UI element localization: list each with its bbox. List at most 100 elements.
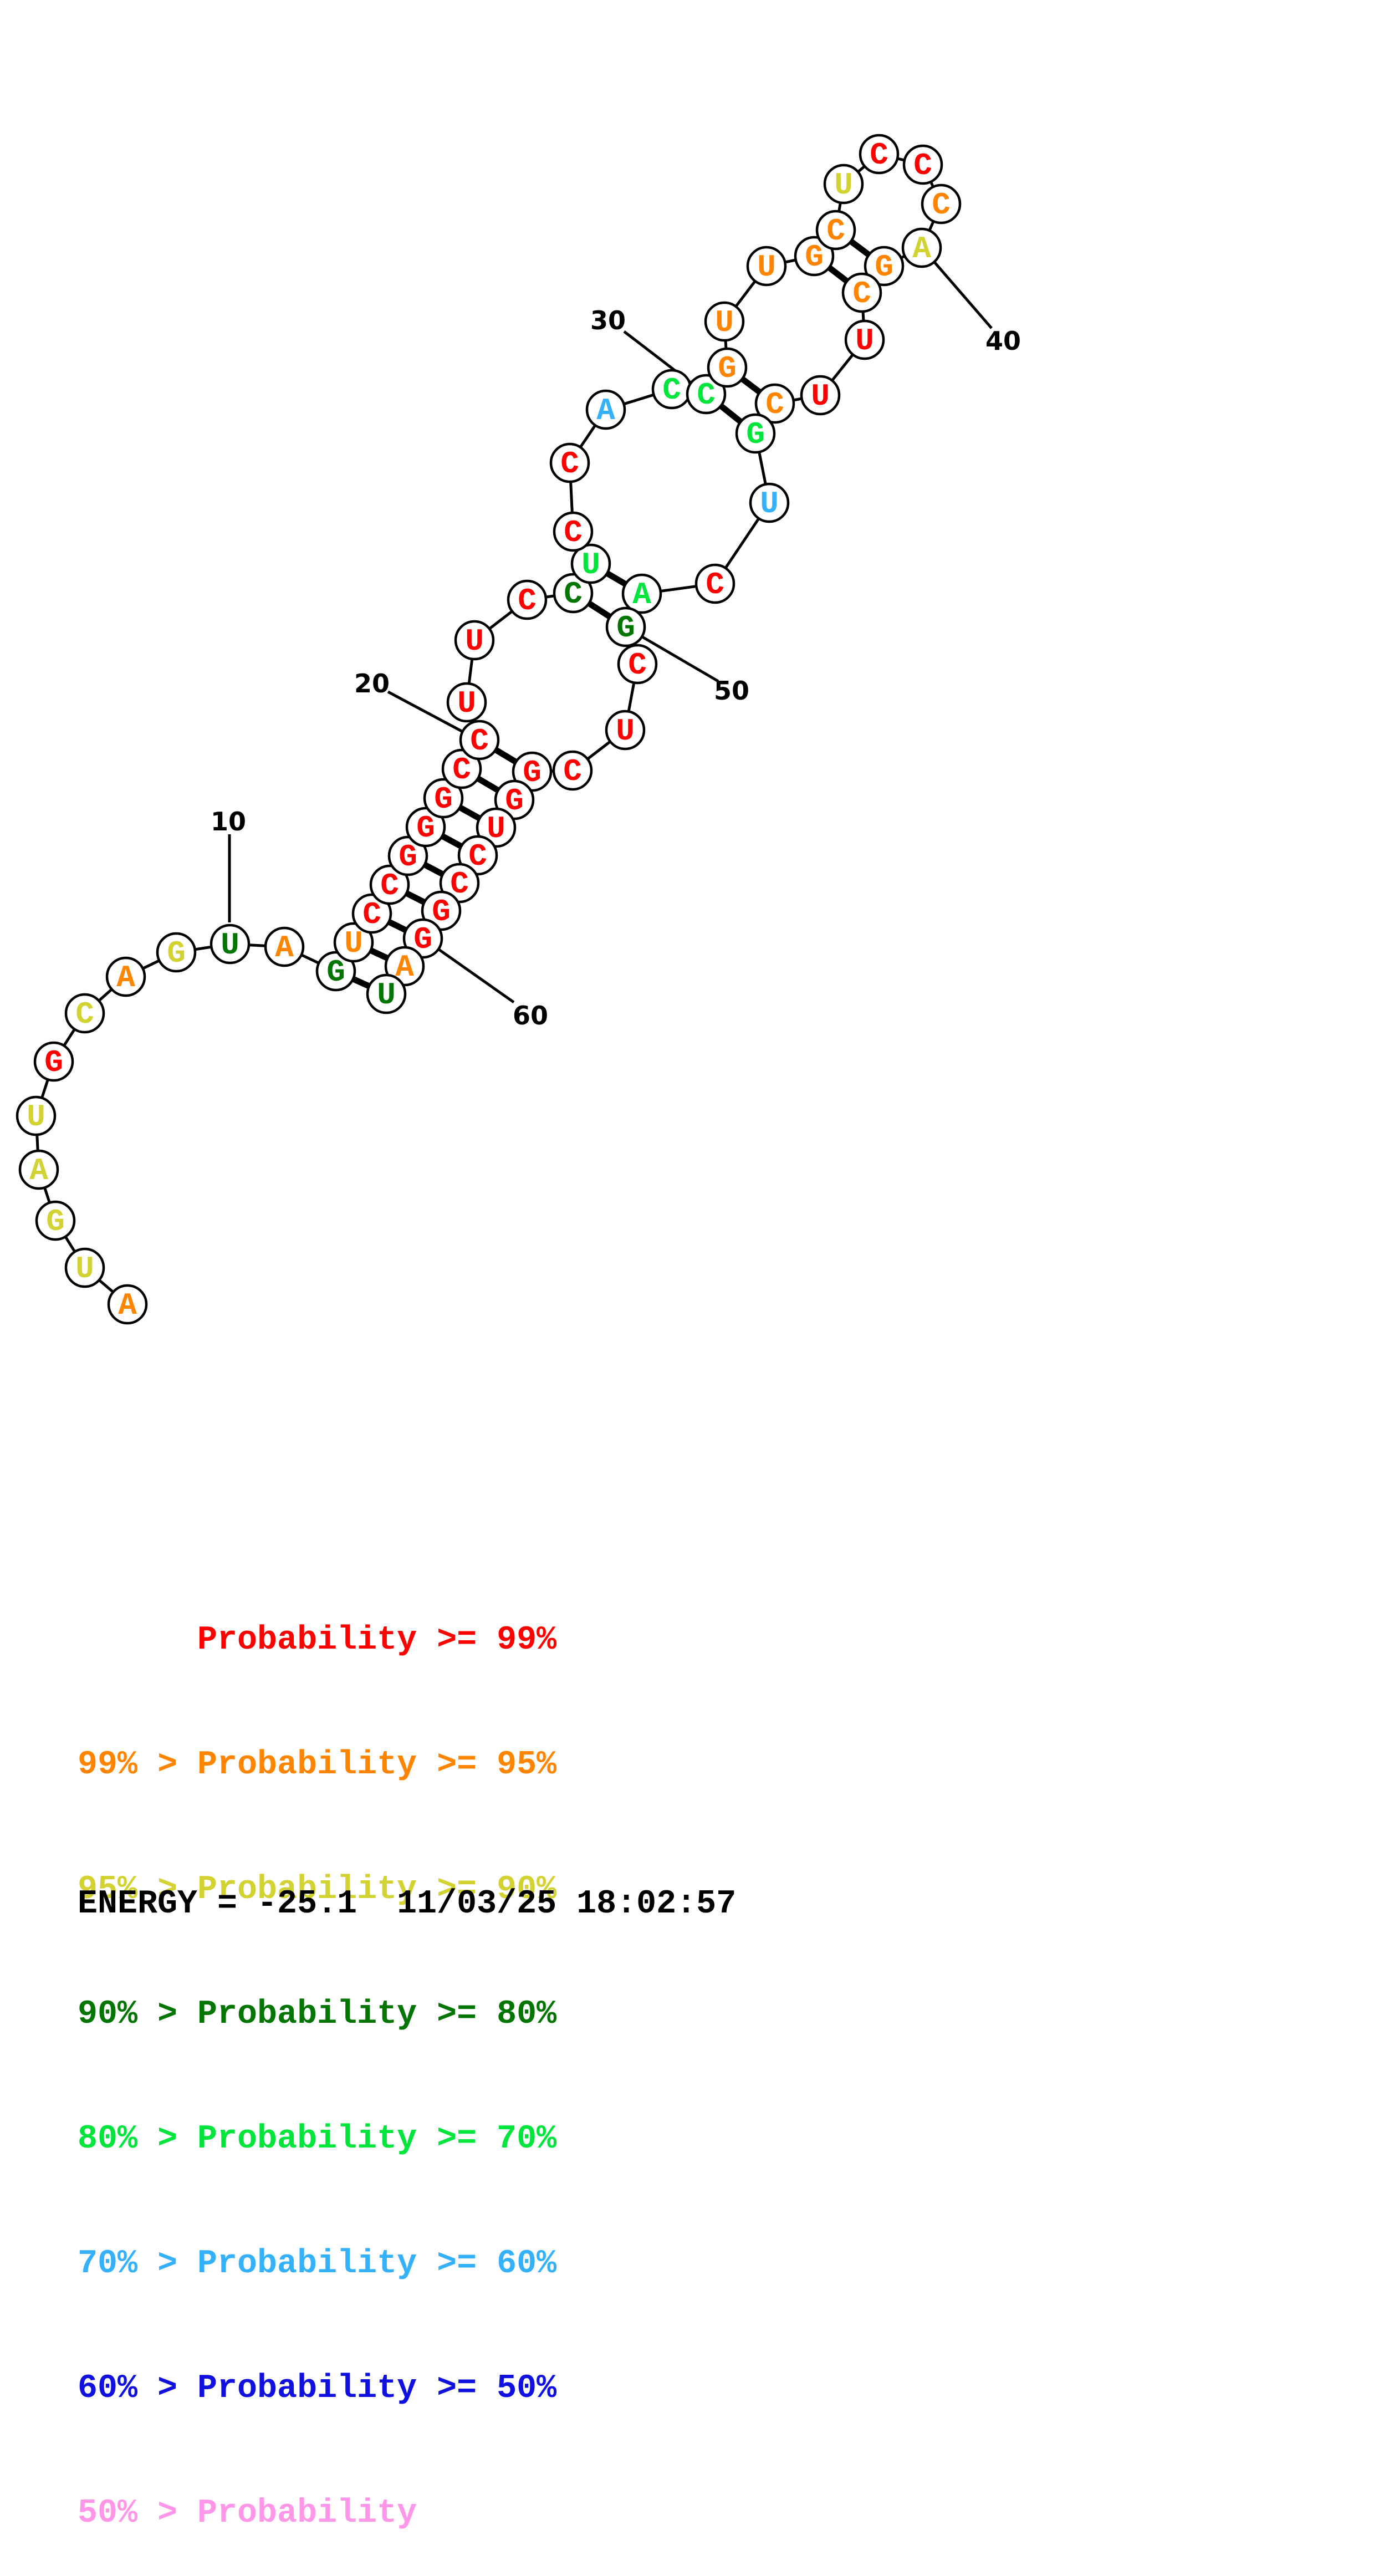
nucleotide-base-50-G: G <box>616 610 635 646</box>
nucleotide-circle-56 <box>476 807 517 848</box>
nucleotide-circle-30 <box>686 374 727 415</box>
nucleotide-base-18-G: G <box>434 782 453 817</box>
energy-timestamp-line: ENERGY = -25.1 11/03/25 18:02:57 <box>78 1885 737 1923</box>
nucleotide-base-2-U: U <box>75 1251 94 1287</box>
nucleotide-base-41-G: G <box>875 249 893 285</box>
legend-row-p99: Probability >= 99% <box>78 1621 557 1659</box>
nucleotide-base-37-C: C <box>870 137 888 173</box>
nucleotide-circle-45 <box>754 383 795 424</box>
nucleotide-base-46-G: G <box>746 417 765 452</box>
nucleotide-base-8-A: A <box>116 960 135 996</box>
nucleotide-circle-9 <box>156 932 197 973</box>
nucleotide-base-13-U: U <box>344 926 363 961</box>
nucleotide-base-28-A: A <box>596 393 615 429</box>
nucleotide-base-45-C: C <box>765 387 784 422</box>
legend-row-below50: 50% > Probability <box>78 2495 417 2532</box>
nucleotide-base-7-C: C <box>75 997 94 1032</box>
nucleotide-circle-24 <box>553 573 594 614</box>
nucleotide-circle-57 <box>457 835 498 876</box>
nucleotide-base-53-C: C <box>563 754 582 789</box>
nucleotide-circle-47 <box>749 482 790 523</box>
nucleotide-base-35-C: C <box>826 213 845 249</box>
number-label-40: 40 <box>985 326 1021 356</box>
nucleotide-base-19-C: C <box>452 752 471 788</box>
label-pointer-40 <box>933 261 993 329</box>
legend-row-p60: 70% > Probability >= 60% <box>78 2245 557 2283</box>
nucleotide-circle-35 <box>815 210 856 251</box>
nucleotide-circle-41 <box>864 246 905 287</box>
nucleotide-circle-33 <box>746 246 787 287</box>
nucleotide-circle-20 <box>459 720 500 761</box>
nucleotide-circle-26 <box>553 511 594 552</box>
nucleotide-circle-34 <box>794 236 835 277</box>
number-label-60: 60 <box>513 1001 548 1031</box>
nucleotide-circle-21 <box>446 682 487 723</box>
nucleotide-base-14-C: C <box>362 897 381 932</box>
nucleotide-circle-23 <box>507 579 548 620</box>
nucleotide-base-25-U: U <box>581 547 600 583</box>
nucleotide-circle-32 <box>704 301 745 342</box>
nucleotide-base-36-U: U <box>834 167 853 203</box>
nucleotide-base-3-G: G <box>46 1204 65 1239</box>
nucleotide-circle-6 <box>33 1041 74 1082</box>
number-label-30: 30 <box>590 305 626 335</box>
nucleotide-base-12-G: G <box>326 955 345 990</box>
nucleotide-base-47-U: U <box>760 486 779 522</box>
nucleotide-base-32-U: U <box>715 305 734 340</box>
nucleotide-circle-53 <box>552 750 593 791</box>
number-label-10: 10 <box>211 807 246 836</box>
nucleotide-base-38-C: C <box>913 148 932 183</box>
nucleotide-circle-25 <box>570 543 611 584</box>
nucleotide-base-4-A: A <box>29 1153 48 1188</box>
nucleotide-circle-46 <box>735 413 776 454</box>
nucleotide-base-33-U: U <box>757 249 776 285</box>
label-pointer-20 <box>387 690 463 733</box>
nucleotide-base-44-U: U <box>811 379 830 414</box>
nucleotide-circle-52 <box>605 710 646 751</box>
nucleotide-base-31-G: G <box>718 351 737 386</box>
legend-row-p80: 90% > Probability >= 80% <box>78 1996 557 2033</box>
nucleotide-circle-12 <box>315 951 356 992</box>
label-pointer-50 <box>641 635 719 683</box>
nucleotide-circle-13 <box>333 922 374 963</box>
nucleotide-circle-22 <box>454 620 495 661</box>
nucleotide-circle-14 <box>351 893 392 934</box>
nucleotide-circle-59 <box>421 890 462 931</box>
nucleotide-circle-31 <box>707 347 748 388</box>
nucleotide-circle-5 <box>16 1095 57 1136</box>
nucleotide-circle-3 <box>35 1200 76 1241</box>
nucleotide-base-9-G: G <box>167 936 186 971</box>
legend-row-p70: 80% > Probability >= 70% <box>78 2120 557 2158</box>
probability-legend: Probability >= 99% 99% > Probability >= … <box>78 1537 556 2576</box>
legend-row-p90: 95% > Probability >= 90% <box>78 1871 557 1909</box>
nucleotide-base-42-C: C <box>852 276 871 312</box>
nucleotide-circle-39 <box>921 183 962 225</box>
nucleotide-circle-16 <box>387 835 428 876</box>
nucleotide-base-23-C: C <box>518 583 537 619</box>
nucleotide-circle-60 <box>402 918 443 959</box>
nucleotide-base-40-A: A <box>912 231 931 267</box>
nucleotide-circle-61 <box>384 946 425 987</box>
nucleotide-base-52-U: U <box>616 713 635 749</box>
nucleotide-circle-10 <box>210 924 251 965</box>
nucleotide-base-6-G: G <box>44 1045 63 1080</box>
nucleotide-circle-27 <box>549 442 590 483</box>
nucleotide-circle-51 <box>617 644 658 685</box>
nucleotide-circle-55 <box>494 779 535 820</box>
nucleotide-circle-40 <box>901 227 942 268</box>
nucleotide-base-10-U: U <box>221 927 239 963</box>
nucleotide-circle-38 <box>902 144 943 185</box>
nucleotide-circle-50 <box>605 606 646 647</box>
nucleotide-base-62-U: U <box>377 977 396 1013</box>
labels-layer: 10 20 30 40 50 60 <box>211 261 1021 1031</box>
nucleotide-base-22-U: U <box>465 624 484 659</box>
nucleotide-circle-8 <box>105 956 146 997</box>
nucleotide-base-43-U: U <box>855 323 874 359</box>
nucleotide-circle-43 <box>844 319 885 360</box>
nucleotide-base-34-G: G <box>805 239 824 275</box>
nucleotide-base-17-G: G <box>416 810 435 846</box>
nucleotide-base-5-U: U <box>27 1099 45 1135</box>
nucleotide-circle-2 <box>64 1247 105 1288</box>
nucleotide-base-48-C: C <box>706 567 724 603</box>
